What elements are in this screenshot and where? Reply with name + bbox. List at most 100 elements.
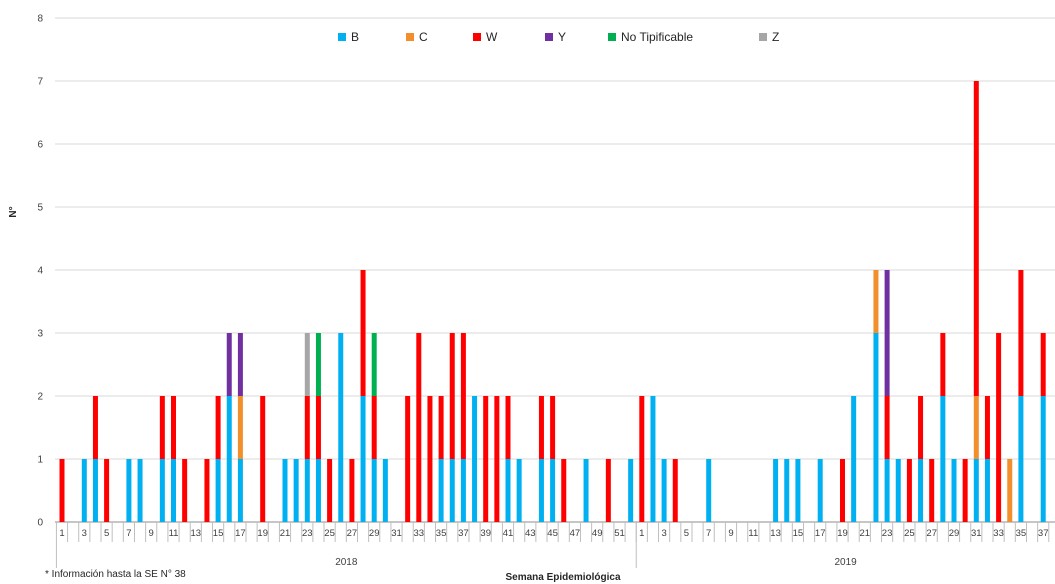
bar-segment-w xyxy=(416,333,422,522)
x-tick-label: 37 xyxy=(1038,528,1049,539)
x-tick-label: 25 xyxy=(904,528,915,539)
bar-segment-w xyxy=(639,396,645,522)
x-tick-label: 33 xyxy=(993,528,1004,539)
bar-segment-c xyxy=(237,396,243,459)
x-tick-label: 17 xyxy=(815,528,826,539)
bar-segment-no-tipificable xyxy=(371,333,377,396)
y-tick-label: 4 xyxy=(37,266,43,277)
bar-segment-y xyxy=(226,333,232,396)
bar-segment-b xyxy=(382,459,388,522)
legend-label: Y xyxy=(558,30,566,44)
bar-segment-w xyxy=(918,396,924,459)
y-axis-ticks: 0 1 2 3 4 5 6 7 8 xyxy=(37,14,43,529)
y-tick-label: 6 xyxy=(37,140,43,151)
y-axis-label: N° xyxy=(8,206,19,217)
footnote: * Información hasta la SE N° 38 xyxy=(45,569,186,580)
y-tick-label: 7 xyxy=(37,77,43,88)
legend-swatch xyxy=(608,33,616,41)
bar-segment-w xyxy=(159,396,165,459)
y-tick-label: 0 xyxy=(37,518,43,529)
x-tick-label: 35 xyxy=(436,528,447,539)
x-tick-label: 29 xyxy=(369,528,380,539)
x-tick-label: 27 xyxy=(347,528,358,539)
x-tick-label: 47 xyxy=(570,528,581,539)
x-tick-label: 13 xyxy=(770,528,781,539)
x-tick-label: 3 xyxy=(661,528,666,539)
x-tick-label: 9 xyxy=(728,528,733,539)
bar-segment-w xyxy=(962,459,968,522)
x-tick-label: 21 xyxy=(280,528,291,539)
bar-segment-w xyxy=(405,396,411,522)
legend-label: Z xyxy=(772,30,779,44)
bar-segment-y xyxy=(237,333,243,396)
x-tick-label: 19 xyxy=(257,528,268,539)
bars xyxy=(59,81,1046,522)
x-axis-label: Semana Epidemiológica xyxy=(505,572,620,583)
bar-segment-b xyxy=(817,459,823,522)
bar-segment-w xyxy=(840,459,845,522)
bar-segment-w xyxy=(427,396,433,522)
x-tick-label: 1 xyxy=(639,528,644,539)
bar-segment-b xyxy=(438,459,444,522)
x-tick-label: 43 xyxy=(525,528,536,539)
bar-segment-b xyxy=(338,333,344,522)
bar-segment-w xyxy=(1040,333,1046,396)
bar-segment-b xyxy=(1018,396,1024,522)
x-tick-label: 51 xyxy=(614,528,625,539)
x-tick-label: 21 xyxy=(860,528,871,539)
bar-segment-b xyxy=(315,459,321,522)
bar-segment-b xyxy=(505,459,511,522)
bar-segment-w xyxy=(973,81,979,396)
bar-segment-w xyxy=(494,396,500,522)
bar-segment-b xyxy=(171,459,176,522)
bar-segment-w xyxy=(605,459,611,522)
bar-segment-w xyxy=(260,396,266,522)
bar-segment-b xyxy=(628,459,634,522)
bar-segment-b xyxy=(282,459,288,522)
year-label: 2018 xyxy=(335,557,358,568)
bar-segment-b xyxy=(371,459,377,522)
bar-segment-w xyxy=(360,270,366,396)
bar-segment-w xyxy=(996,333,1002,522)
x-tick-label: 15 xyxy=(793,528,804,539)
x-tick-label: 19 xyxy=(837,528,848,539)
bar-segment-w xyxy=(171,396,176,459)
bar-segment-w xyxy=(538,396,544,459)
x-tick-label: 31 xyxy=(391,528,402,539)
legend-label: W xyxy=(486,30,498,44)
x-tick-label: 11 xyxy=(169,528,179,539)
bar-segment-b xyxy=(973,459,979,522)
x-tick-label: 1 xyxy=(59,528,64,539)
legend-swatch xyxy=(473,33,481,41)
x-axis: 1 3 5 7 9 11 13 15 17 19 21 23 25 27 29 31 33 35 37 39 41 43 4… xyxy=(55,522,1050,568)
bar-segment-b xyxy=(92,459,98,522)
bar-segment-b xyxy=(237,459,243,522)
x-tick-label: 33 xyxy=(414,528,425,539)
bar-segment-b xyxy=(137,459,143,522)
bar-segment-w xyxy=(672,459,678,522)
bar-segment-b xyxy=(661,459,667,522)
legend-label: No Tipificable xyxy=(621,30,693,44)
y-tick-label: 1 xyxy=(37,455,43,466)
legend: B C W Y No Tipificable Z xyxy=(338,30,779,44)
bar-segment-w xyxy=(940,333,946,396)
bar-segment-b xyxy=(159,459,165,522)
bar-segment-w xyxy=(204,459,210,522)
bar-segment-b xyxy=(293,459,299,522)
x-tick-label: 25 xyxy=(324,528,335,539)
bar-segment-w xyxy=(483,396,489,522)
bar-segment-c xyxy=(1007,459,1013,522)
x-tick-label: 23 xyxy=(882,528,893,539)
bar-segment-w xyxy=(92,396,98,459)
bar-segment-w xyxy=(561,459,567,522)
bar-segment-w xyxy=(505,396,511,459)
bar-segment-b xyxy=(784,459,790,522)
bar-segment-c xyxy=(873,270,879,333)
x-tick-label: 11 xyxy=(748,528,758,539)
x-tick-label: 41 xyxy=(503,528,514,539)
bar-segment-c xyxy=(973,396,979,459)
bar-segment-b xyxy=(1040,396,1046,522)
bar-segment-w xyxy=(884,396,890,459)
bar-segment-w xyxy=(59,459,65,522)
